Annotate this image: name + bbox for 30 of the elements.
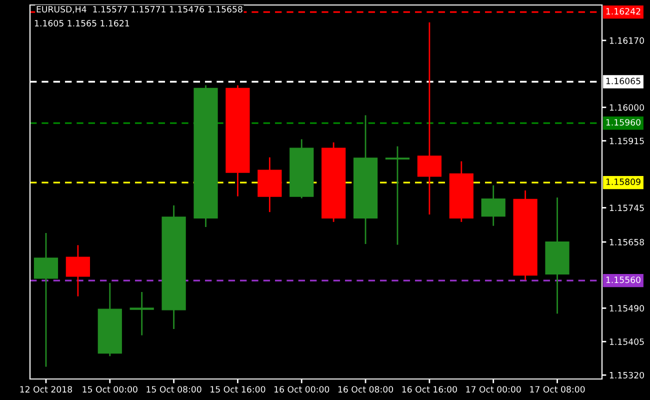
candlestick bbox=[66, 244, 90, 298]
chart-title: EURUSD,H4 1.15577 1.15771 1.15476 1.15658 bbox=[36, 6, 242, 14]
candlestick bbox=[417, 22, 442, 216]
candlestick bbox=[34, 232, 58, 368]
y-tick-label: 1.15658 bbox=[610, 238, 644, 246]
x-tick-label: 17 Oct 00:00 bbox=[466, 386, 521, 393]
x-tick-label: 15 Oct 16:00 bbox=[210, 386, 266, 393]
y-tick-label: 1.15915 bbox=[610, 138, 644, 144]
ref-line-label: 1.15809 bbox=[606, 178, 640, 186]
candlestick bbox=[385, 146, 410, 246]
x-tick-label: 16 Oct 16:00 bbox=[402, 386, 457, 393]
x-tick-label: 15 Oct 00:00 bbox=[82, 386, 138, 393]
candlestick bbox=[481, 184, 506, 227]
candlestick bbox=[130, 291, 154, 336]
y-tick-label: 1.15745 bbox=[610, 204, 644, 212]
x-tick-label: 17 Oct 08:00 bbox=[530, 386, 585, 393]
x-tick-label: 16 Oct 08:00 bbox=[338, 386, 394, 393]
y-tick-label: 1.15490 bbox=[610, 305, 644, 312]
ref-line-label: 1.16065 bbox=[606, 78, 640, 84]
y-tick-label: 1.15405 bbox=[610, 338, 644, 345]
ref-line-label: 1.16242 bbox=[606, 8, 640, 15]
x-tick-label: 12 Oct 2018 bbox=[20, 386, 72, 393]
ref-line-label: 1.15560 bbox=[606, 276, 640, 284]
annotation: 1.1605 1.1565 1.1621 bbox=[34, 20, 130, 26]
x-tick-label: 16 Oct 00:00 bbox=[274, 386, 330, 393]
y-tick-label: 1.16170 bbox=[610, 37, 644, 44]
y-tick-label: 1.16000 bbox=[610, 104, 644, 111]
ref-line-label: 1.15960 bbox=[606, 119, 640, 126]
y-tick-label: 1.15320 bbox=[610, 372, 644, 378]
x-tick-label: 15 Oct 08:00 bbox=[146, 386, 202, 393]
